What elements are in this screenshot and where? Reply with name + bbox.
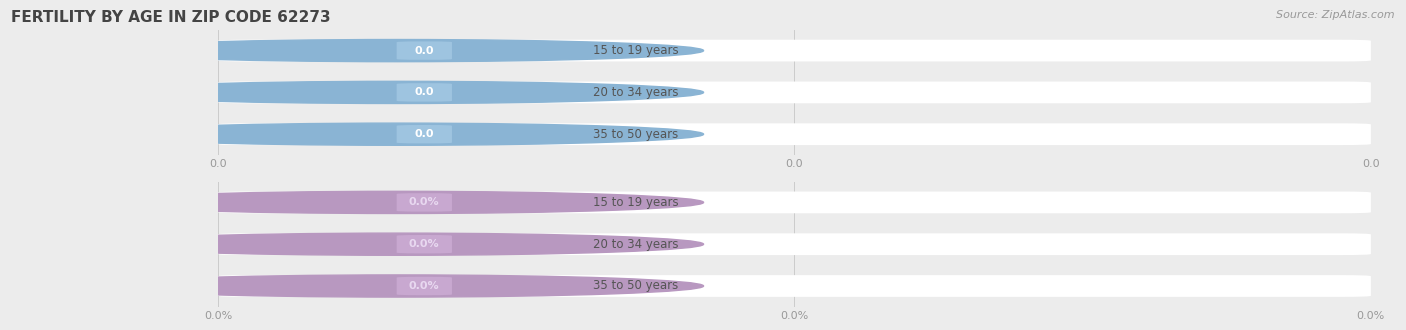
Text: Source: ZipAtlas.com: Source: ZipAtlas.com bbox=[1277, 10, 1395, 20]
FancyBboxPatch shape bbox=[218, 40, 1371, 61]
Text: FERTILITY BY AGE IN ZIP CODE 62273: FERTILITY BY AGE IN ZIP CODE 62273 bbox=[11, 10, 330, 25]
Text: 0.0%: 0.0% bbox=[409, 281, 440, 291]
FancyBboxPatch shape bbox=[218, 191, 1371, 213]
FancyBboxPatch shape bbox=[396, 83, 451, 102]
Circle shape bbox=[91, 123, 703, 145]
Text: 0.0%: 0.0% bbox=[409, 197, 440, 207]
FancyBboxPatch shape bbox=[396, 41, 451, 60]
Circle shape bbox=[91, 40, 703, 62]
Text: 20 to 34 years: 20 to 34 years bbox=[592, 86, 678, 99]
Text: 0.0: 0.0 bbox=[415, 46, 434, 55]
FancyBboxPatch shape bbox=[396, 235, 451, 253]
Circle shape bbox=[91, 81, 703, 104]
Circle shape bbox=[91, 191, 703, 214]
Circle shape bbox=[91, 275, 703, 297]
FancyBboxPatch shape bbox=[396, 125, 451, 144]
Text: 0.0%: 0.0% bbox=[409, 239, 440, 249]
Text: 15 to 19 years: 15 to 19 years bbox=[592, 44, 678, 57]
Text: 35 to 50 years: 35 to 50 years bbox=[592, 128, 678, 141]
Text: 35 to 50 years: 35 to 50 years bbox=[592, 280, 678, 292]
Text: 0.0: 0.0 bbox=[415, 87, 434, 97]
FancyBboxPatch shape bbox=[396, 193, 451, 212]
Circle shape bbox=[91, 233, 703, 255]
Text: 15 to 19 years: 15 to 19 years bbox=[592, 196, 678, 209]
FancyBboxPatch shape bbox=[396, 277, 451, 295]
FancyBboxPatch shape bbox=[218, 82, 1371, 103]
Text: 0.0: 0.0 bbox=[415, 129, 434, 139]
FancyBboxPatch shape bbox=[218, 233, 1371, 255]
FancyBboxPatch shape bbox=[218, 275, 1371, 297]
FancyBboxPatch shape bbox=[218, 123, 1371, 145]
Text: 20 to 34 years: 20 to 34 years bbox=[592, 238, 678, 251]
